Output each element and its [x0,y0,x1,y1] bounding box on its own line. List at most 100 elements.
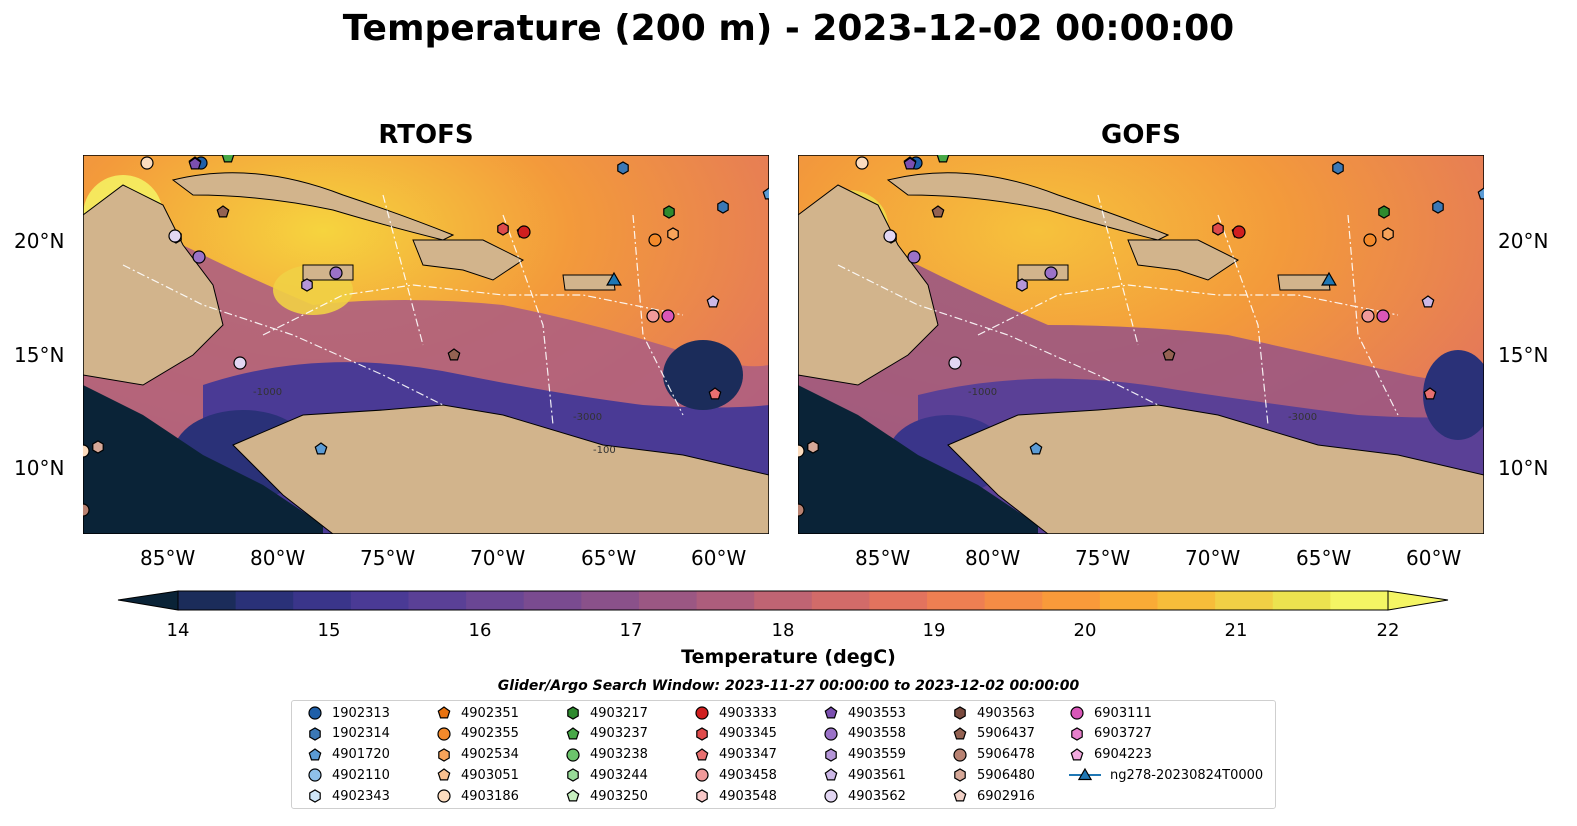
legend: 1902313 1902314 4901720 4902110 4902343 49023… [291,700,1276,809]
search-window-text: Glider/Argo Search Window: 2023-11-27 00… [497,678,1080,694]
lon-tick-left: 65°W [581,546,637,570]
circle-marker-icon [695,706,709,720]
hexagon-marker-icon [954,706,966,720]
pentagon-marker-icon [566,789,580,802]
colorbar-tick: 20 [1073,620,1097,641]
circle-marker-icon [824,789,838,803]
legend-item: ng278-20230824T0000 [1068,767,1263,783]
colorbar-cell [984,591,1043,610]
pentagon-marker-icon [824,706,838,719]
argo-float-marker [663,205,675,219]
colorbar-cell [523,591,582,610]
land-cuba [171,172,455,241]
legend-item: 4903345 [693,726,777,742]
panel-title-gofs: GOFS [1101,120,1181,150]
panel-title-rtofs: RTOFS [378,120,474,150]
legend-label: 4902355 [461,726,519,742]
argo-float-marker [646,309,660,323]
colorbar [117,590,1449,611]
contour-label: -1000 [253,387,282,398]
argo-markers [798,155,1484,517]
argo-float-marker [855,156,869,170]
colorbar-cell [696,591,755,610]
argo-float-marker [1423,387,1437,400]
legend-label: 4903561 [848,767,906,783]
map-gofs: -1000 -3000 [798,155,1484,534]
land-hispaniola [1127,239,1239,281]
land-cuba [886,172,1170,241]
circle-marker-icon [953,747,967,762]
legend-item: 5906437 [951,726,1035,742]
legend-label: 1902314 [332,726,390,742]
legend-label: 4903250 [590,788,648,804]
legend-item: 4901720 [306,747,390,763]
colorbar-tick: 21 [1224,620,1248,641]
contour-label: -100 [593,445,616,456]
argo-float-marker [517,225,531,239]
argo-float-marker [83,503,90,517]
colorbar-cell [638,591,698,610]
argo-float-marker [1421,295,1435,308]
legend-item: 4903237 [564,726,648,742]
colorbar-tick: 16 [468,620,492,641]
colorbar-cell [1215,591,1274,610]
pentagon-marker-icon [437,768,451,781]
contour-label: -3000 [573,412,602,423]
hexagon-marker-icon [567,706,579,720]
argo-float-marker [92,440,104,454]
colorbar-cell [408,591,467,610]
argo-float-marker [948,356,962,370]
legend-label: 4903238 [590,747,648,763]
legend-label: 6903727 [1094,726,1152,742]
legend-label: 4902343 [332,788,390,804]
colorbar-cell [235,591,294,610]
legend-item: 4903347 [693,747,777,763]
contour-label: -3000 [1288,412,1317,423]
lat-tick-left: 20°N [14,229,65,253]
legend-label: 5906437 [977,726,1035,742]
circle-marker-icon [1070,706,1084,720]
lon-tick-right: 85°W [855,546,911,570]
lat-tick-left: 10°N [14,456,65,480]
pentagon-marker-icon [437,706,451,719]
argo-float-marker [1361,309,1375,323]
colorbar-tick: 19 [922,620,946,641]
lat-tick-right: 15°N [1498,343,1549,367]
colorbar-cell [1272,591,1331,610]
colorbar-frame [177,590,1389,611]
argo-float-marker [907,250,921,264]
argo-float-marker [1376,309,1390,323]
pentagon-marker-icon [1070,747,1084,761]
lon-tick-right: 75°W [1075,546,1131,570]
land-south-america [947,404,1484,534]
land-central-america [798,184,939,386]
colorbar-cell [1330,591,1389,610]
circle-marker-icon [308,706,322,720]
argo-float-marker [1477,187,1484,200]
colorbar-cell [293,591,352,610]
pentagon-marker-icon [953,789,967,802]
argo-float-marker [1363,233,1377,247]
legend-label: 4903559 [848,747,906,763]
argo-float-marker [1029,442,1043,455]
lon-tick-right: 70°W [1185,546,1241,570]
legend-item: 4903559 [822,747,906,763]
hexagon-marker-icon [309,789,321,803]
legend-item: 5906480 [951,767,1035,783]
argo-float-marker [617,161,629,175]
legend-item: 4903458 [693,767,777,783]
argo-float-marker [807,440,819,454]
argo-float-marker [192,250,206,264]
colorbar-extend-max [1387,590,1449,611]
argo-float-marker [1016,278,1028,292]
colorbar-cell [178,591,237,610]
circle-marker-icon [566,747,580,762]
argo-float-marker [301,278,313,292]
hexagon-marker-icon [1071,727,1083,741]
lat-tick-right: 20°N [1498,229,1549,253]
colorbar-cell [1099,591,1159,610]
legend-label: 4903217 [590,705,648,721]
glider-marker [606,271,622,286]
legend-item: 1902314 [306,726,390,742]
land-hispaniola [412,239,524,281]
